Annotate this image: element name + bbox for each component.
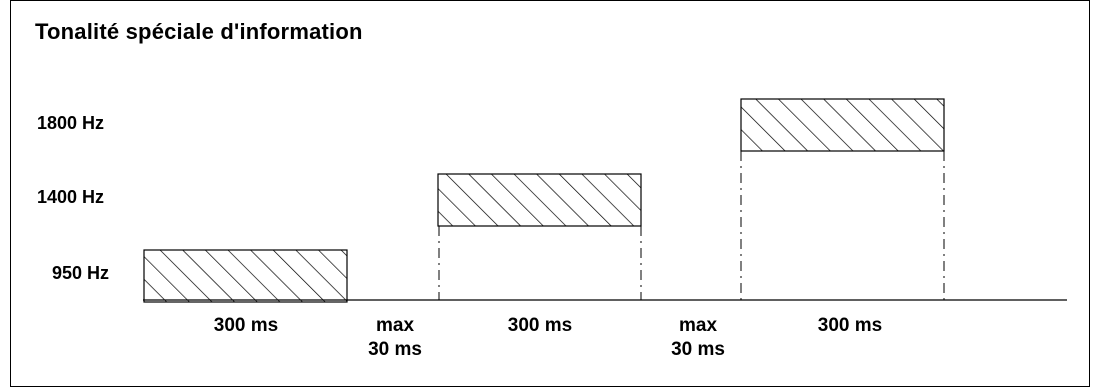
gap-label-1-line2: 30 ms — [368, 339, 422, 360]
duration-label-tone1: 300 ms — [213, 315, 279, 336]
frequency-label-950: 950 Hz — [52, 263, 110, 283]
frequency-label-1800: 1800 Hz — [37, 113, 105, 133]
tone-block-1400hz — [437, 173, 642, 227]
diagram-title: Tonalité spéciale d'information — [35, 19, 363, 44]
gap-label-1-line1: max — [375, 315, 415, 336]
gap-label-2-line1: max — [678, 315, 718, 336]
tone-block-950hz — [143, 249, 348, 303]
frequency-label-1400: 1400 Hz — [37, 187, 105, 207]
duration-label-tone3: 300 ms — [817, 315, 883, 336]
duration-label-tone2: 300 ms — [507, 315, 573, 336]
gap-label-1: max 30 ms — [355, 314, 435, 362]
gap-label-2-line2: 30 ms — [671, 339, 725, 360]
gap-label-2: max 30 ms — [658, 314, 738, 362]
tone-block-1800hz — [740, 98, 945, 152]
